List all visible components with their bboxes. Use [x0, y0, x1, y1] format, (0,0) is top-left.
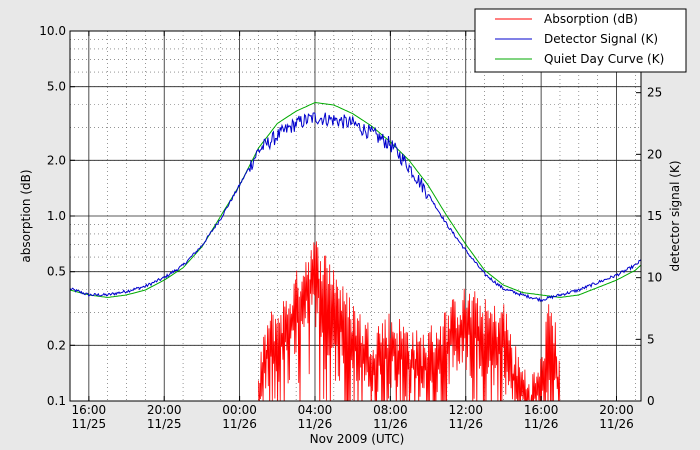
series-line-2: [258, 241, 561, 401]
left-y-tick-label: 5.0: [47, 80, 66, 94]
x-tick-label-time: 16:00: [524, 403, 559, 417]
x-tick-label-date: 11/26: [298, 417, 333, 431]
left-y-axis-label: absorption (dB): [19, 169, 33, 262]
series-line-1: [70, 112, 641, 303]
left-y-axis: 0.1 0.2 0.5 1.0 2.0 5.0 10.0: [39, 24, 75, 408]
x-tick-label-date: 11/25: [147, 417, 182, 431]
x-tick-label-date: 11/26: [524, 417, 559, 431]
right-y-tick-label: 25: [647, 86, 662, 100]
right-y-axis: 0 5 10 15 20 25: [636, 86, 662, 408]
x-tick-label-date: 11/26: [448, 417, 483, 431]
left-y-tick-label: 0.1: [47, 394, 66, 408]
right-y-axis-label: detector signal (K): [668, 160, 682, 271]
legend-label-0: Absorption (dB): [544, 12, 638, 26]
left-y-tick-label: 2.0: [47, 153, 66, 167]
series-line-0: [70, 101, 641, 298]
x-tick-label-date: 11/26: [599, 417, 634, 431]
legend: Absorption (dB) Detector Signal (K) Quiet …: [474, 8, 687, 73]
right-y-tick-label: 0: [647, 394, 655, 408]
right-y-tick-label: 5: [647, 332, 655, 346]
left-y-tick-label: 0.5: [47, 265, 66, 279]
x-tick-label-date: 11/25: [72, 417, 107, 431]
right-y-tick-label: 10: [647, 271, 662, 285]
x-tick-label-date: 11/26: [373, 417, 408, 431]
x-tick-label-time: 12:00: [448, 403, 483, 417]
x-tick-label-time: 16:00: [72, 403, 107, 417]
series-layer: [70, 101, 641, 401]
x-tick-label-time: 20:00: [599, 403, 634, 417]
left-y-tick-label: 1.0: [47, 209, 66, 223]
x-tick-label-time: 08:00: [373, 403, 408, 417]
left-y-tick-label: 10.0: [39, 24, 66, 38]
right-y-tick-label: 20: [647, 147, 662, 161]
legend-label-2: Quiet Day Curve (K): [544, 52, 664, 66]
x-tick-label-time: 20:00: [147, 403, 182, 417]
x-axis: 16:0011/2520:0011/2500:0011/2604:0011/26…: [72, 31, 634, 431]
x-tick-label-time: 04:00: [298, 403, 333, 417]
x-tick-label-time: 00:00: [222, 403, 257, 417]
x-axis-label: Nov 2009 (UTC): [310, 432, 405, 446]
right-y-tick-label: 15: [647, 209, 662, 223]
legend-label-1: Detector Signal (K): [544, 32, 658, 46]
left-y-tick-label: 0.2: [47, 338, 66, 352]
x-tick-label-date: 11/26: [222, 417, 257, 431]
